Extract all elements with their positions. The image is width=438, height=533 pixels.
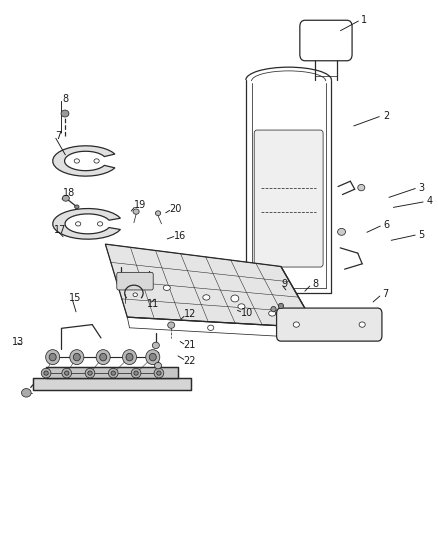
Text: 16: 16 [173, 231, 186, 240]
Ellipse shape [278, 303, 283, 309]
Ellipse shape [207, 325, 213, 330]
Ellipse shape [133, 209, 139, 214]
Ellipse shape [237, 304, 244, 309]
Ellipse shape [122, 350, 136, 365]
Ellipse shape [62, 196, 69, 201]
FancyBboxPatch shape [299, 20, 351, 61]
Ellipse shape [145, 350, 159, 365]
Ellipse shape [108, 368, 118, 378]
Ellipse shape [149, 353, 156, 361]
Ellipse shape [337, 228, 345, 235]
Ellipse shape [133, 293, 137, 296]
Text: 2: 2 [382, 111, 389, 120]
Polygon shape [53, 208, 120, 239]
Text: 13: 13 [12, 337, 25, 347]
Ellipse shape [126, 353, 133, 361]
Text: 20: 20 [169, 204, 181, 214]
Ellipse shape [134, 371, 138, 375]
Ellipse shape [70, 350, 84, 365]
Ellipse shape [61, 110, 69, 117]
Text: 4: 4 [425, 197, 431, 206]
Text: 15: 15 [69, 294, 81, 303]
Ellipse shape [85, 368, 95, 378]
Text: 5: 5 [417, 230, 424, 239]
Text: 12: 12 [183, 310, 195, 319]
Ellipse shape [88, 371, 92, 375]
Ellipse shape [154, 368, 163, 378]
Text: 18: 18 [63, 188, 75, 198]
Text: 9: 9 [281, 279, 287, 288]
Ellipse shape [156, 371, 161, 375]
Ellipse shape [41, 368, 51, 378]
Ellipse shape [270, 306, 276, 312]
FancyBboxPatch shape [276, 308, 381, 341]
Ellipse shape [44, 371, 48, 375]
Text: 22: 22 [183, 356, 195, 366]
Ellipse shape [167, 322, 174, 328]
Text: 17: 17 [54, 225, 67, 235]
Ellipse shape [73, 353, 80, 361]
Polygon shape [280, 266, 315, 328]
Ellipse shape [111, 371, 115, 375]
Text: 8: 8 [311, 279, 318, 289]
Polygon shape [105, 244, 315, 328]
Ellipse shape [97, 222, 102, 226]
Text: 21: 21 [183, 341, 195, 350]
Ellipse shape [46, 350, 60, 365]
Ellipse shape [21, 389, 31, 397]
Polygon shape [33, 378, 191, 390]
Ellipse shape [74, 159, 79, 163]
Ellipse shape [64, 371, 69, 375]
Text: 11: 11 [146, 299, 159, 309]
Text: 10: 10 [240, 308, 252, 318]
Ellipse shape [154, 362, 161, 369]
Ellipse shape [94, 159, 99, 163]
Ellipse shape [49, 353, 56, 361]
Text: 7: 7 [55, 131, 61, 141]
Ellipse shape [357, 184, 364, 191]
Ellipse shape [62, 368, 71, 378]
Ellipse shape [74, 205, 79, 209]
Ellipse shape [293, 322, 299, 327]
Ellipse shape [96, 350, 110, 365]
Ellipse shape [152, 342, 159, 349]
Polygon shape [46, 367, 177, 378]
FancyBboxPatch shape [254, 130, 322, 267]
Text: 3: 3 [417, 183, 424, 192]
Ellipse shape [163, 285, 170, 290]
Text: 6: 6 [382, 220, 389, 230]
Ellipse shape [202, 295, 209, 300]
Polygon shape [53, 146, 115, 176]
FancyBboxPatch shape [117, 272, 153, 290]
Text: 1: 1 [360, 15, 367, 25]
Ellipse shape [155, 211, 160, 216]
Text: 19: 19 [133, 200, 145, 210]
Ellipse shape [131, 368, 141, 378]
Ellipse shape [230, 295, 238, 302]
Ellipse shape [75, 222, 81, 226]
Text: 8: 8 [62, 94, 68, 103]
Ellipse shape [268, 311, 275, 316]
Ellipse shape [358, 322, 364, 327]
Text: 7: 7 [381, 289, 388, 299]
Ellipse shape [99, 353, 106, 361]
